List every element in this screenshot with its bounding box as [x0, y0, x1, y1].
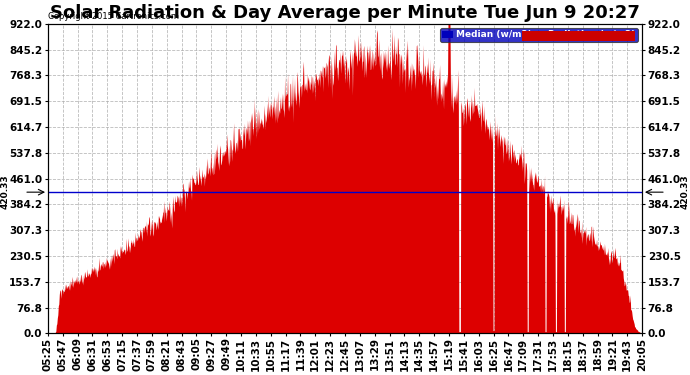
Text: 420.33: 420.33	[681, 175, 690, 210]
Text: 420.33: 420.33	[0, 175, 9, 210]
Legend: Median (w/m2), Radiation (w/m2): Median (w/m2), Radiation (w/m2)	[440, 28, 638, 42]
Title: Solar Radiation & Day Average per Minute Tue Jun 9 20:27: Solar Radiation & Day Average per Minute…	[50, 4, 640, 22]
Text: Copyright 2015 Cartronics.com: Copyright 2015 Cartronics.com	[48, 12, 179, 21]
Bar	[522, 31, 635, 40]
